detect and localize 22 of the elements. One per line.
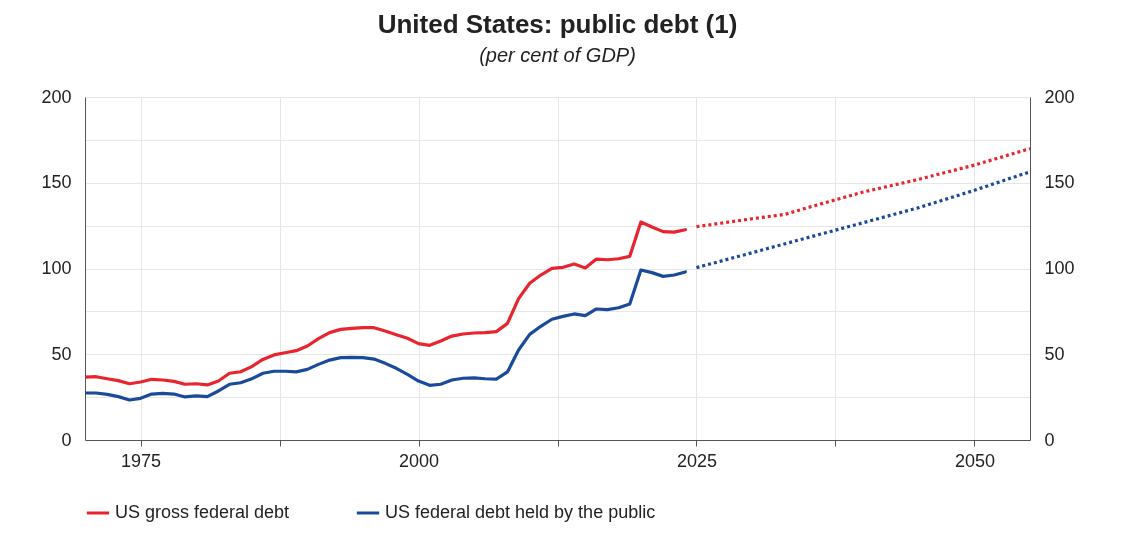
y2-tick-label: 50 (1044, 343, 1065, 364)
legend-label: US federal debt held by the public (385, 502, 656, 522)
x-tick-label: 2025 (676, 450, 717, 471)
x-tick-label: 2000 (399, 450, 440, 471)
y-tick-label: 100 (41, 258, 72, 278)
y2-tick-label: 100 (1044, 258, 1075, 278)
y2-tick-label: 150 (1044, 172, 1075, 193)
x-tick-label: 1975 (121, 450, 162, 471)
y-tick-label: 50 (51, 343, 72, 364)
y-tick-label: 200 (41, 86, 72, 107)
y-tick-label: 0 (61, 429, 72, 450)
x-tick-label: 2050 (954, 450, 995, 471)
line-series (85, 220, 687, 387)
legend-label: US gross federal debt (115, 502, 290, 522)
line-series (694, 147, 1030, 229)
y-tick-label: 150 (41, 172, 72, 193)
chart-subtitle: (per cent of GDP) (479, 44, 636, 66)
line-series (694, 170, 1030, 270)
y2-tick-label: 0 (1044, 429, 1055, 450)
y2-tick-label: 200 (1044, 86, 1075, 107)
line-series (85, 268, 687, 402)
chart-title: United States: public debt (1) (377, 9, 738, 39)
